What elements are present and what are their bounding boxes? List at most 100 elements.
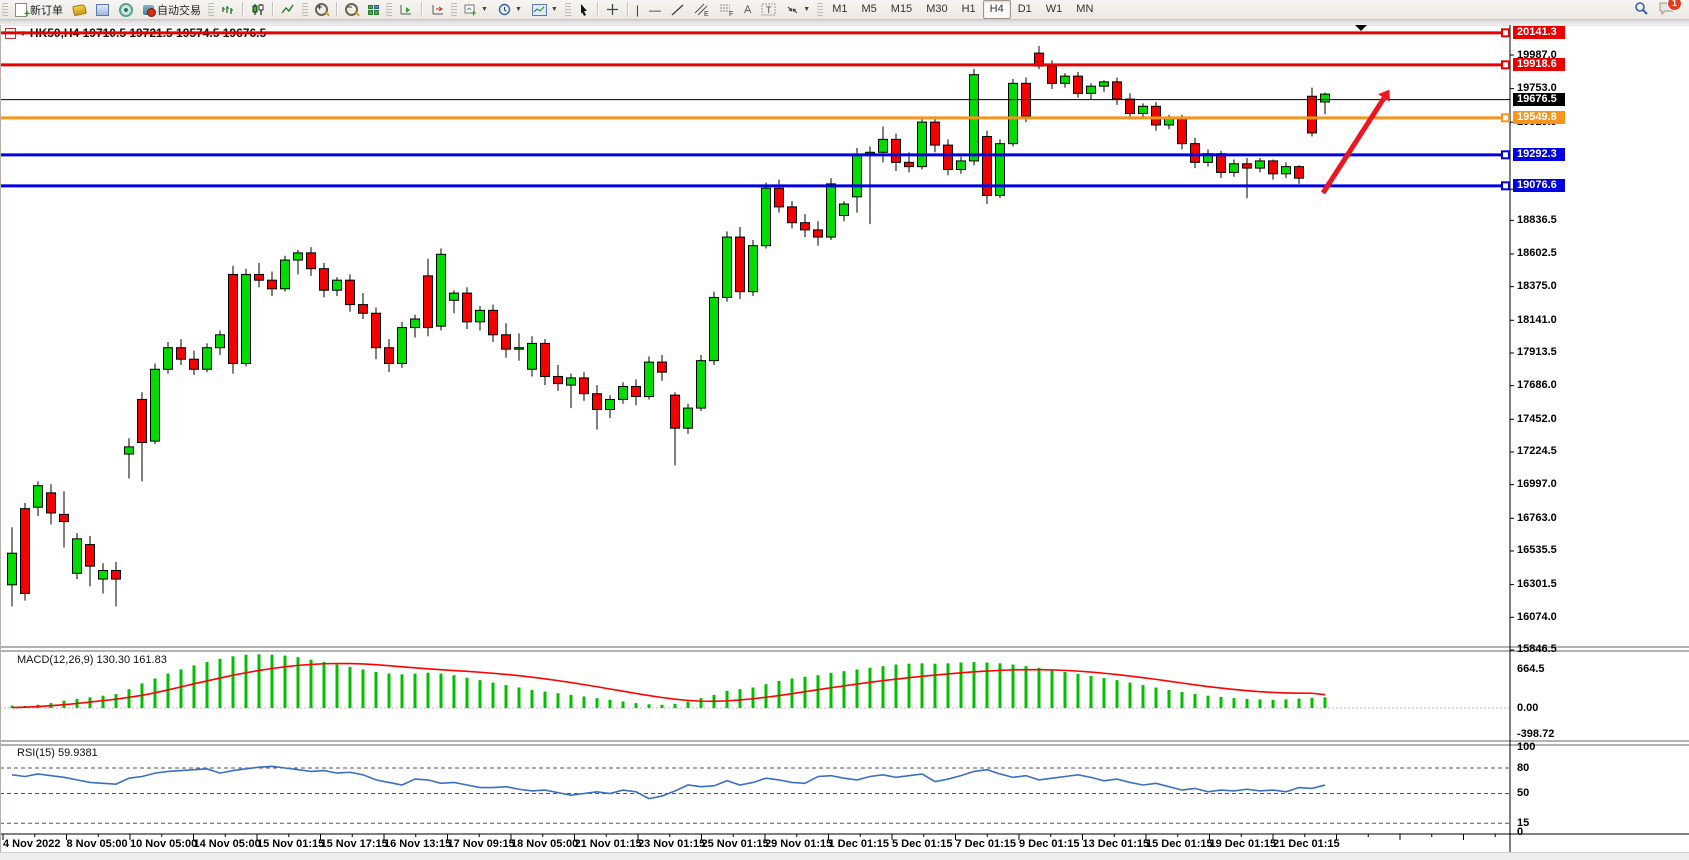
- template-dropdown[interactable]: ▼: [527, 0, 563, 19]
- candle-body: [124, 446, 134, 455]
- macd-panel: [0, 654, 1510, 709]
- period-dropdown[interactable]: ▼: [493, 0, 527, 19]
- bar-chart-button[interactable]: [216, 0, 239, 19]
- candle-body: [202, 347, 212, 370]
- arrows-dropdown[interactable]: ▼: [781, 0, 815, 19]
- trend-arrow-head[interactable]: [1378, 89, 1390, 102]
- timeframe-button-w1[interactable]: W1: [1045, 3, 1063, 15]
- auto-trading-button[interactable]: 自动交易: [138, 0, 206, 19]
- horizontal-level-lines[interactable]: [0, 31, 1510, 188]
- chart-window-frame-top: [0, 19, 1689, 26]
- rsi-scale-label: 0: [1517, 826, 1524, 838]
- trendline-icon: [671, 3, 684, 16]
- candle-body: [189, 358, 199, 370]
- time-axis-label: 21 Dec 01:15: [1273, 838, 1340, 850]
- candle-body: [449, 292, 459, 301]
- line-anchor-square[interactable]: [1501, 113, 1510, 123]
- timeframe-button-m15[interactable]: M15: [890, 3, 913, 15]
- auto-scroll-button[interactable]: [394, 0, 418, 19]
- trend-arrow-line[interactable]: [1320, 96, 1387, 195]
- navigator-icon: [119, 2, 133, 17]
- candle-body: [254, 273, 264, 281]
- price-tick-label: 17452.0: [1517, 412, 1557, 425]
- price-badge-19676.5: 19676.5: [1513, 93, 1565, 107]
- rsi-scale-label: 50: [1517, 787, 1530, 799]
- chart-shift-button[interactable]: [425, 0, 449, 19]
- rsi-scale-label: 80: [1517, 762, 1530, 774]
- timeframe-button-d1[interactable]: D1: [1017, 3, 1032, 15]
- candle-body: [1281, 166, 1291, 175]
- window-bottom-strip: [0, 852, 1689, 860]
- timeframe-button-mn[interactable]: MN: [1076, 3, 1094, 15]
- time-axis-label: 15 Dec 01:15: [1146, 838, 1213, 850]
- zoom-out-button[interactable]: −: [340, 0, 363, 19]
- line-anchor-square[interactable]: [1501, 150, 1510, 160]
- toolbar-grip: [451, 2, 457, 17]
- line-anchor-square[interactable]: [1501, 60, 1510, 70]
- crosshair-button[interactable]: [601, 0, 624, 19]
- candle-body: [1138, 105, 1148, 114]
- timeframe-button-m5[interactable]: M5: [861, 3, 877, 15]
- candle-body: [1151, 105, 1161, 126]
- candle-body: [904, 161, 914, 168]
- cursor-button[interactable]: [573, 0, 594, 19]
- time-axis-label: 29 Nov 01:15: [765, 838, 833, 850]
- macd-scale-label: -398.72: [1517, 728, 1555, 740]
- price-tick-label: 18602.5: [1517, 247, 1557, 260]
- line-anchor-square[interactable]: [1501, 181, 1510, 191]
- timeframe-button-m1[interactable]: M1: [832, 3, 848, 15]
- candle-body: [943, 144, 953, 171]
- timeframe-button-m30[interactable]: M30: [926, 3, 948, 15]
- trendline-button[interactable]: [666, 0, 689, 19]
- vertical-line-button[interactable]: |: [631, 0, 644, 19]
- search-button[interactable]: [1634, 1, 1649, 19]
- candle-body: [280, 259, 290, 290]
- candle-body: [72, 538, 82, 574]
- svg-text:F: F: [729, 11, 733, 16]
- new-order-button[interactable]: 新订单: [10, 0, 68, 20]
- fibonacci-button[interactable]: F: [714, 0, 739, 19]
- time-axis-label: 9 Dec 01:15: [1019, 838, 1080, 850]
- bar-chart-icon: [222, 5, 233, 14]
- candle-body: [7, 552, 17, 586]
- line-chart-button[interactable]: [276, 0, 300, 19]
- candle-body: [475, 309, 485, 323]
- zoom-in-button[interactable]: +: [310, 0, 333, 19]
- market-watch-icon: [96, 3, 109, 16]
- strategy-navigator-button[interactable]: [114, 0, 138, 19]
- text-button[interactable]: A: [739, 0, 756, 19]
- candle-body: [306, 252, 316, 270]
- time-axis-label: 17 Nov 09:15: [447, 838, 515, 850]
- candle-body: [293, 252, 303, 261]
- scroll-marker-icon[interactable]: [1355, 25, 1367, 31]
- candle-body: [1008, 82, 1018, 145]
- candle-body: [332, 279, 342, 291]
- market-watch-button[interactable]: [91, 0, 114, 19]
- candle-body: [98, 569, 108, 580]
- crosshair-icon: [606, 4, 618, 15]
- candle-body: [540, 342, 550, 377]
- candle-body: [384, 347, 394, 365]
- candlestick-chart-button[interactable]: [246, 0, 269, 19]
- timeframe-button-h1[interactable]: H1: [961, 3, 976, 15]
- equidistant-channel-button[interactable]: E: [689, 0, 714, 19]
- timeframe-button-h4[interactable]: H4: [982, 0, 1011, 19]
- horizontal-line-button[interactable]: —: [644, 0, 666, 19]
- line-anchor-square[interactable]: [1501, 28, 1510, 38]
- text-label-button[interactable]: T: [756, 0, 781, 19]
- new-order-label: 新订单: [30, 4, 63, 17]
- price-tick-label: 16763.0: [1517, 511, 1557, 524]
- candle-body: [267, 279, 277, 290]
- notifications-button[interactable]: 1: [1659, 0, 1682, 18]
- tile-windows-button[interactable]: [363, 0, 384, 19]
- candle-body: [1125, 98, 1135, 114]
- candle-body: [514, 347, 524, 350]
- candle-body: [111, 569, 121, 580]
- candle-body: [150, 368, 160, 442]
- profile-icon: [72, 3, 87, 16]
- time-axis-label: 13 Dec 01:15: [1082, 838, 1150, 850]
- charts-profile-button[interactable]: [68, 0, 91, 19]
- candle-body: [85, 544, 95, 567]
- new-chart-dropdown[interactable]: + ▼: [459, 0, 493, 19]
